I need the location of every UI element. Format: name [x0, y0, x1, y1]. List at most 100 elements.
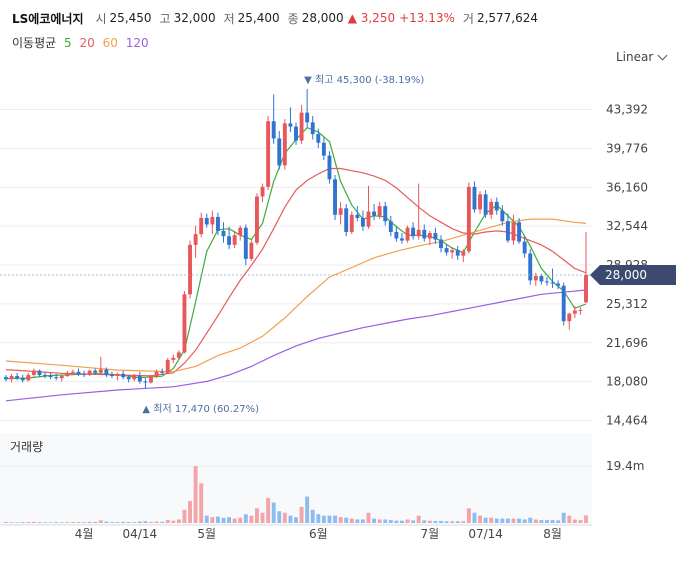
volume-bar: [489, 517, 494, 523]
volume-bar: [149, 521, 153, 523]
volume-bar: [288, 515, 293, 523]
volume-bar: [87, 521, 92, 523]
candle-body: [210, 216, 215, 225]
candle-body: [383, 206, 388, 222]
volume-bar: [344, 517, 349, 523]
x-tick-label: 7월: [421, 527, 440, 541]
candle-body: [204, 217, 209, 225]
candle-body: [137, 376, 142, 382]
candle-body: [316, 134, 321, 143]
volume-bar: [500, 518, 505, 523]
candle-body: [556, 283, 561, 286]
volume-bar: [299, 506, 304, 523]
candle-body: [255, 196, 259, 243]
y-tick-label: 32,544: [606, 219, 648, 233]
volume-bar: [210, 517, 215, 523]
candle-body: [545, 281, 549, 283]
candle-body: [394, 231, 399, 239]
ma-20-legend: 20: [79, 36, 95, 50]
volume-bar: [215, 516, 220, 523]
candle-body: [193, 234, 198, 245]
volume-bar: [154, 521, 159, 523]
volume-bar: [143, 521, 148, 523]
y-tick-label: 36,160: [606, 180, 648, 194]
candle-body: [455, 250, 460, 256]
open-label: 시: [95, 11, 107, 26]
candle-body: [433, 233, 438, 240]
volume-bar: [450, 521, 455, 523]
volume-bar: [82, 522, 87, 523]
moving-average-legend[interactable]: 이동평균 5 20 60 120: [12, 34, 153, 51]
volume-bar: [472, 512, 477, 523]
y-tick-label: 18,080: [606, 375, 648, 389]
candle-body: [528, 253, 533, 281]
volume-bar: [321, 515, 326, 523]
volume-label: 거: [462, 11, 474, 26]
volume-bar: [182, 509, 187, 523]
volume-bar: [199, 483, 204, 523]
volume-bar: [65, 522, 70, 523]
x-tick-label: 4월: [75, 527, 94, 541]
volume-bar: [37, 522, 42, 523]
x-tick-label: 5월: [197, 527, 216, 541]
candle-body: [333, 179, 337, 215]
volume-bar: [572, 519, 577, 523]
candle-body: [305, 112, 310, 123]
candle-body: [104, 369, 109, 375]
y-tick-label: 25,312: [606, 297, 648, 311]
volume-bar: [578, 520, 583, 523]
volume-bar: [54, 522, 59, 523]
open-value: 25,450: [109, 11, 152, 25]
volume-bar: [93, 521, 98, 523]
candle-body: [188, 244, 192, 295]
volume-bar: [411, 520, 416, 523]
candle-body: [232, 235, 237, 245]
candle-body: [444, 248, 449, 253]
candle-body: [427, 233, 432, 239]
volume-bar: [528, 517, 533, 523]
volume-tick-label: 19.4m: [606, 459, 644, 473]
change-value: ▲ 3,250: [347, 11, 396, 25]
volume-bar: [294, 517, 298, 523]
volume-bar: [394, 520, 399, 523]
volume-bar: [15, 522, 20, 523]
candle-body: [132, 376, 137, 380]
candle-body: [243, 227, 248, 259]
candle-body: [539, 276, 544, 282]
candle-body: [93, 370, 98, 373]
volume-bar: [115, 522, 120, 523]
candle-body: [227, 236, 232, 245]
volume-bar: [4, 522, 8, 523]
volume-bar: [478, 515, 482, 523]
candle-body: [338, 208, 343, 215]
volume-bar: [249, 515, 254, 523]
scale-selector[interactable]: Linear: [616, 50, 668, 64]
volume-bar: [377, 519, 382, 523]
y-tick-label: 43,392: [606, 103, 648, 117]
candle-body: [154, 371, 159, 377]
volume-bar: [121, 521, 126, 523]
volume-bar: [383, 519, 388, 523]
candle-body: [321, 142, 326, 156]
candle-body: [70, 371, 75, 373]
stock-name[interactable]: LS에코에너지: [12, 11, 84, 26]
ma-60-line: [5, 218, 587, 373]
volume-bar: [204, 515, 209, 523]
candle-body: [355, 214, 360, 218]
volume-bar: [455, 521, 460, 523]
candle-body: [87, 370, 92, 375]
candle-body: [277, 138, 282, 166]
ma-60-legend: 60: [102, 36, 118, 50]
volume-bar: [31, 521, 36, 523]
candle-body: [282, 123, 287, 166]
candle-body: [165, 359, 170, 373]
volume-bar: [466, 508, 471, 523]
candle-body: [4, 377, 8, 380]
candle-body: [578, 309, 583, 311]
volume-bar: [260, 512, 265, 523]
candle-body: [182, 294, 187, 353]
candle-body: [416, 229, 421, 237]
candle-body: [215, 216, 220, 231]
candle-body: [260, 186, 265, 197]
